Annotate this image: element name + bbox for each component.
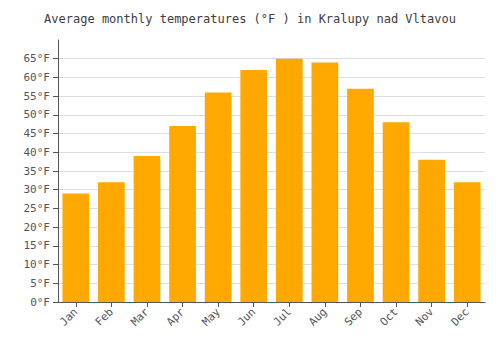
svg-text:50°F: 50°F [24, 108, 51, 121]
svg-text:25°F: 25°F [24, 202, 51, 215]
svg-text:Dec: Dec [449, 305, 472, 328]
svg-text:0°F: 0°F [30, 296, 50, 309]
svg-text:20°F: 20°F [24, 221, 51, 234]
svg-text:Jun: Jun [235, 305, 258, 328]
svg-text:45°F: 45°F [24, 127, 51, 140]
svg-text:Average monthly temperatures (: Average monthly temperatures (°F ) in Kr… [44, 12, 456, 26]
svg-text:Jul: Jul [271, 305, 294, 328]
svg-text:May: May [199, 305, 222, 328]
svg-text:35°F: 35°F [24, 165, 51, 178]
svg-text:5°F: 5°F [30, 277, 50, 290]
svg-text:30°F: 30°F [24, 183, 51, 196]
svg-text:Jan: Jan [57, 305, 80, 328]
svg-text:10°F: 10°F [24, 258, 51, 271]
svg-text:60°F: 60°F [24, 71, 51, 84]
svg-text:Oct: Oct [377, 305, 400, 328]
svg-text:Aug: Aug [306, 305, 329, 328]
svg-text:Sep: Sep [342, 305, 365, 328]
svg-text:Nov: Nov [413, 305, 436, 328]
svg-text:55°F: 55°F [24, 90, 51, 103]
svg-text:15°F: 15°F [24, 239, 51, 252]
svg-text:Feb: Feb [93, 305, 116, 328]
svg-text:65°F: 65°F [24, 52, 51, 65]
svg-text:Mar: Mar [128, 305, 151, 328]
svg-text:Apr: Apr [164, 305, 187, 328]
svg-text:40°F: 40°F [24, 146, 51, 159]
